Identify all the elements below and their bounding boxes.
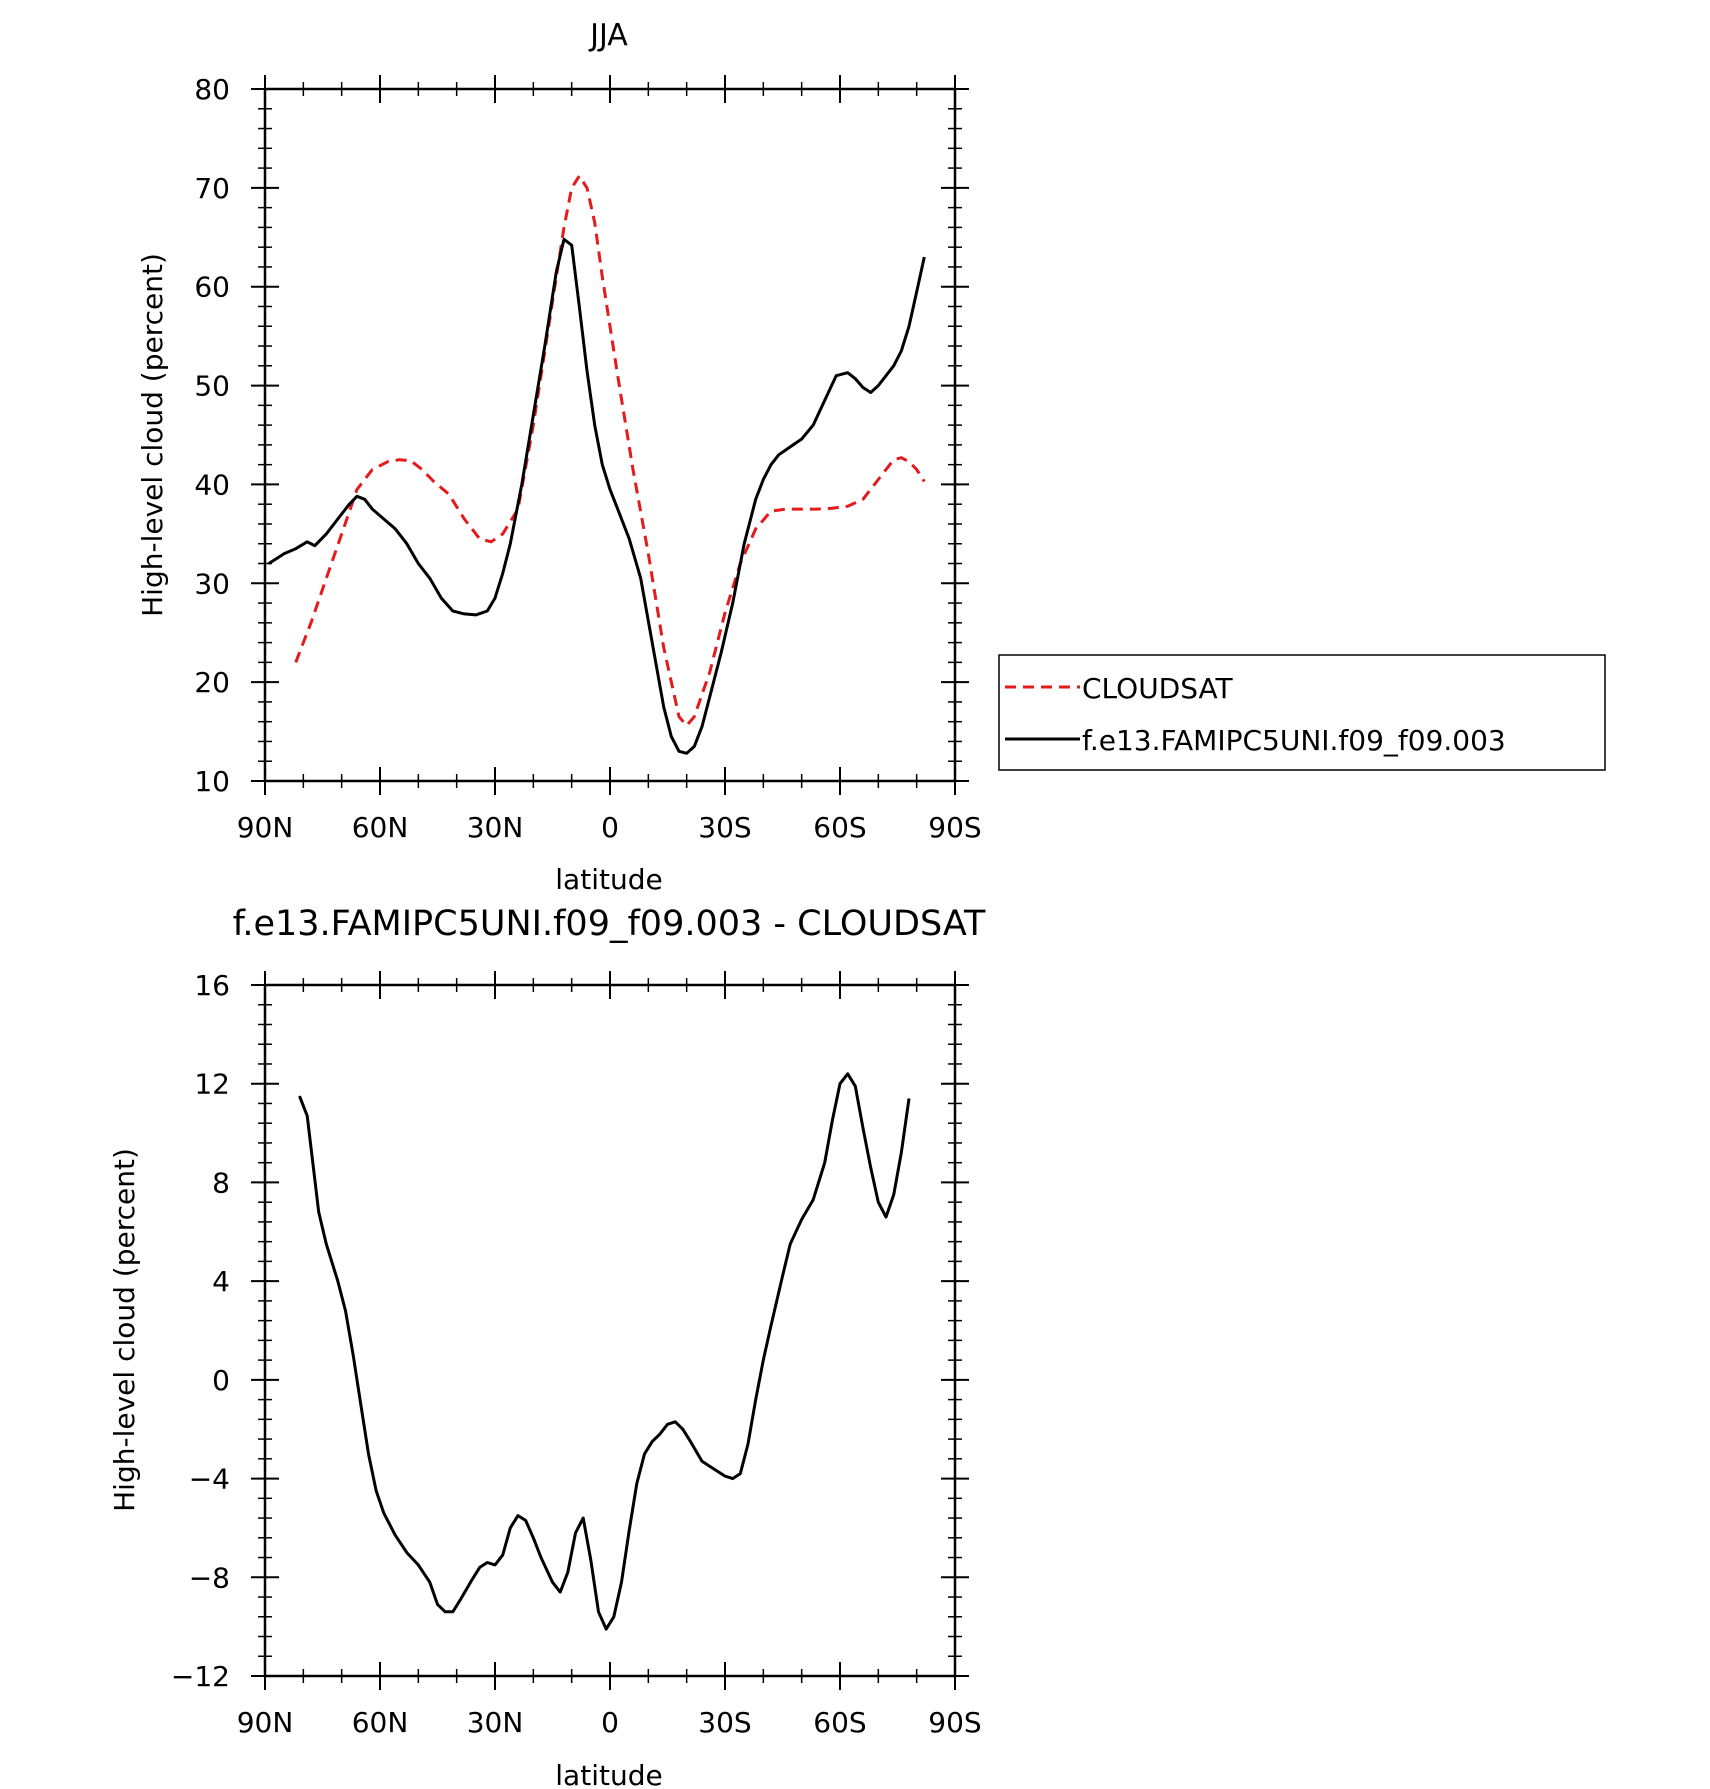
bottom-xtick-label: 30S (698, 1706, 751, 1739)
bottom-xtick-label: 60S (813, 1706, 866, 1739)
bottom-ytick-label: −8 (189, 1561, 230, 1594)
panel-bottom-difference-chart: f.e13.FAMIPC5UNI.f09_f09.003 - CLOUDSAT … (108, 904, 986, 1789)
top-ytick-label: 20 (194, 666, 230, 699)
panel-bottom-y-tick-labels: −12 −8 −4 0 4 8 12 16 (171, 969, 230, 1693)
top-series-line-1 (267, 237, 926, 755)
panel-top-title: JJA (588, 18, 628, 53)
panel-bottom-x-tick-labels: 90N 60N 30N 0 30S 60S 90S (237, 1706, 982, 1739)
bottom-ytick-label: 12 (194, 1068, 230, 1101)
panel-bottom-ticks (251, 971, 969, 1690)
top-ytick-label: 60 (194, 271, 230, 304)
top-ytick-label: 50 (194, 370, 230, 403)
legend-entry-model: f.e13.FAMIPC5UNI.f09_f09.003 (1082, 724, 1506, 757)
panel-top-ticks (251, 75, 969, 795)
panel-top-y-tick-labels: 10 20 30 40 50 60 70 80 (194, 73, 230, 798)
top-xtick-label: 30S (698, 811, 751, 844)
panel-top-x-axis-label: latitude (555, 863, 662, 896)
top-ytick-label: 10 (194, 765, 230, 798)
panel-top-y-axis-label: High-level cloud (percent) (136, 253, 169, 617)
top-xtick-label: 60S (813, 811, 866, 844)
top-ytick-label: 70 (194, 172, 230, 205)
top-ytick-label: 80 (194, 73, 230, 106)
bottom-ytick-label: 0 (212, 1364, 230, 1397)
bottom-ytick-label: 16 (194, 969, 230, 1002)
top-series-line-0 (294, 174, 926, 728)
panel-bottom-plot-frame (263, 983, 957, 1678)
bottom-xtick-label: 90N (237, 1706, 294, 1739)
panel-bottom-series (298, 1072, 911, 1631)
top-ytick-label: 40 (194, 468, 230, 501)
bottom-xtick-label: 30N (467, 1706, 524, 1739)
legend-entry-cloudsat: CLOUDSAT (1082, 672, 1234, 705)
panel-top-series (267, 174, 926, 755)
bottom-xtick-label: 60N (352, 1706, 409, 1739)
top-xtick-label: 90S (928, 811, 981, 844)
bottom-ytick-label: 8 (212, 1166, 230, 1199)
panel-bottom-y-axis-label: High-level cloud (percent) (108, 1148, 141, 1512)
panel-top-x-tick-labels: 90N 60N 30N 0 30S 60S 90S (237, 811, 982, 844)
bottom-series-line-0 (298, 1072, 911, 1631)
bottom-xtick-label: 90S (928, 1706, 981, 1739)
bottom-ytick-label: 4 (212, 1265, 230, 1298)
top-xtick-label: 30N (467, 811, 524, 844)
top-ytick-label: 30 (194, 567, 230, 600)
top-xtick-label: 0 (601, 811, 619, 844)
panel-top-plot-frame (263, 87, 957, 783)
bottom-ytick-label: −4 (189, 1463, 230, 1496)
bottom-ytick-label: −12 (171, 1660, 230, 1693)
top-xtick-label: 90N (237, 811, 294, 844)
panel-top-line-chart: JJA 10 20 30 40 50 60 70 80 90N 60N 30N 0 30S 60S 90S… (136, 18, 982, 896)
legend: CLOUDSAT f.e13.FAMIPC5UNI.f09_f09.003 (998, 654, 1606, 771)
legend-box (998, 654, 1606, 771)
top-xtick-label: 60N (352, 811, 409, 844)
panel-bottom-x-axis-label: latitude (555, 1759, 662, 1789)
bottom-xtick-label: 0 (601, 1706, 619, 1739)
panel-bottom-title: f.e13.FAMIPC5UNI.f09_f09.003 - CLOUDSAT (233, 904, 986, 944)
